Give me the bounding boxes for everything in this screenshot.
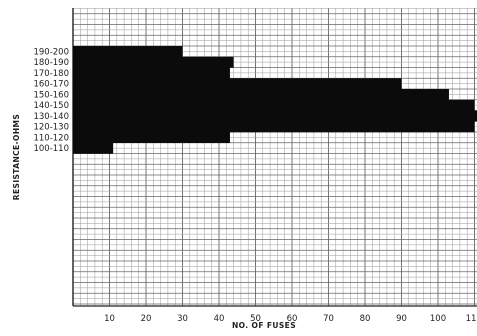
y-axis-title: RESISTANCE-OHMS bbox=[12, 114, 21, 200]
bar-140-150 bbox=[73, 99, 475, 111]
y-tick-label: 100-110 bbox=[33, 144, 69, 154]
x-tick-label: 30 bbox=[177, 314, 188, 324]
x-tick-label: 90 bbox=[396, 314, 407, 324]
y-tick-label: 160-170 bbox=[33, 80, 69, 90]
x-tick-label: 80 bbox=[360, 314, 371, 324]
x-tick-label: 10 bbox=[104, 314, 115, 324]
bar-120-130 bbox=[73, 121, 475, 133]
bar-130-140 bbox=[73, 110, 477, 122]
x-tick-labels: 10 20 30 40 50 60 70 80 90 100 11 bbox=[104, 314, 476, 324]
x-axis-title: NO. OF FUSES bbox=[232, 321, 296, 330]
y-tick-label: 120-130 bbox=[33, 123, 69, 133]
x-tick-label: 60 bbox=[287, 314, 298, 324]
x-tick-label: 11 bbox=[466, 314, 477, 324]
y-tick-label: 130-140 bbox=[33, 112, 69, 122]
y-tick-label: 110-120 bbox=[33, 133, 69, 143]
bar-100-110 bbox=[73, 142, 114, 154]
y-tick-labels: 100-110110-120120-130130-140140-150150-1… bbox=[33, 47, 69, 154]
bar-150-160 bbox=[73, 89, 449, 101]
y-tick-label: 180-190 bbox=[33, 58, 69, 68]
y-tick-label: 170-180 bbox=[33, 69, 69, 79]
x-tick-label: 20 bbox=[141, 314, 152, 324]
x-tick-label: 40 bbox=[214, 314, 225, 324]
bar-170-180 bbox=[73, 67, 230, 79]
bar-180-190 bbox=[73, 56, 234, 68]
bar-110-120 bbox=[73, 132, 230, 144]
bars bbox=[73, 46, 477, 154]
bar-160-170 bbox=[73, 78, 402, 90]
x-tick-label: 50 bbox=[250, 314, 261, 324]
y-tick-label: 190-200 bbox=[33, 47, 69, 57]
x-tick-label: 100 bbox=[430, 314, 446, 324]
y-tick-label: 150-160 bbox=[33, 90, 69, 100]
bar-190-200 bbox=[73, 46, 183, 58]
x-tick-label: 70 bbox=[323, 314, 334, 324]
y-tick-label: 140-150 bbox=[33, 101, 69, 111]
